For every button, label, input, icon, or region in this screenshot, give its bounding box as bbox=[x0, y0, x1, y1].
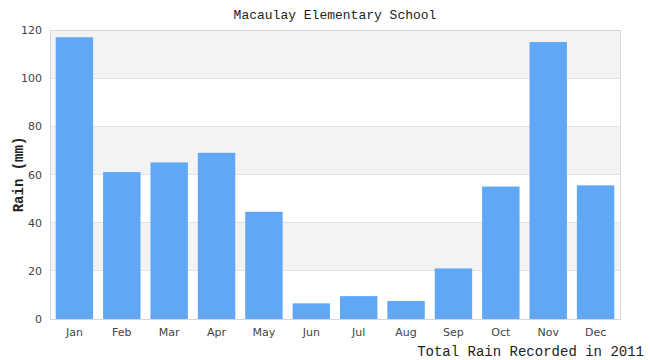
y-tick-label: 40 bbox=[28, 217, 42, 230]
y-tick: 100 bbox=[21, 72, 50, 85]
y-tick: 120 bbox=[21, 24, 50, 37]
bar bbox=[482, 187, 519, 319]
y-tick: 0 bbox=[35, 313, 50, 326]
title: Macaulay Elementary School bbox=[234, 8, 437, 23]
y-tick: 80 bbox=[28, 120, 50, 133]
plot-frame bbox=[50, 30, 620, 319]
x-tick-label: Feb bbox=[112, 326, 131, 339]
y-axis-line bbox=[50, 31, 51, 320]
y-tick-label: 100 bbox=[21, 72, 42, 85]
x-tick-label: Aug bbox=[395, 326, 416, 339]
x-tick-label: Oct bbox=[491, 326, 511, 339]
y-tick-label: 80 bbox=[28, 120, 42, 133]
x-tick: Oct bbox=[491, 319, 511, 339]
x-tick: Sep bbox=[443, 319, 464, 339]
x-tick-label: Jan bbox=[65, 326, 83, 339]
x-tick: Nov bbox=[537, 319, 559, 339]
x-axis-line bbox=[51, 319, 621, 320]
x-tick: Apr bbox=[207, 319, 227, 339]
grid-lines bbox=[50, 30, 620, 319]
x-tick: Aug bbox=[395, 319, 416, 339]
x-tick-label: Apr bbox=[207, 326, 227, 339]
bar bbox=[56, 37, 93, 319]
x-tick: Jan bbox=[65, 319, 83, 339]
y-tick-label: 120 bbox=[21, 24, 42, 37]
x-tick: Jun bbox=[302, 319, 320, 339]
x-tick-label: Jun bbox=[302, 326, 320, 339]
bar bbox=[198, 153, 235, 319]
x-axis: Jan Feb Mar Apr May Jun Jul Aug Sep Oct Nov Dec bbox=[51, 319, 621, 339]
y-tick-label: 0 bbox=[35, 313, 42, 326]
x-tick-label: Mar bbox=[159, 326, 180, 339]
plot-area: 0 20 40 60 80 100 120 Jan Feb Mar Apr May Jun Jul Aug S… bbox=[21, 24, 621, 339]
x-tick: May bbox=[253, 319, 276, 339]
x-tick-label: Nov bbox=[537, 326, 559, 339]
bar bbox=[530, 42, 567, 319]
x-tick: Dec bbox=[585, 319, 606, 339]
x-tick: Jul bbox=[351, 319, 365, 339]
x-tick-label: May bbox=[253, 326, 276, 339]
bar bbox=[150, 162, 187, 319]
bar bbox=[340, 296, 377, 319]
bar bbox=[293, 303, 330, 319]
x-tick: Feb bbox=[112, 319, 131, 339]
y-axis-title: Rain (mm) bbox=[11, 137, 27, 213]
bar bbox=[435, 268, 472, 319]
x-axis-title: Total Rain Recorded in 2011 bbox=[417, 344, 644, 360]
x-tick: Mar bbox=[159, 319, 180, 339]
y-tick-label: 20 bbox=[28, 265, 42, 278]
bar bbox=[245, 212, 282, 319]
bar bbox=[577, 185, 614, 319]
bar bbox=[103, 172, 140, 319]
y-tick-label: 60 bbox=[28, 169, 42, 182]
bar bbox=[387, 301, 424, 319]
x-tick-label: Dec bbox=[585, 326, 606, 339]
chart: 0 20 40 60 80 100 120 Jan Feb Mar Apr May Jun Jul Aug S… bbox=[0, 0, 650, 360]
plot-background bbox=[50, 30, 620, 319]
y-tick: 40 bbox=[28, 217, 50, 230]
y-tick: 60 bbox=[28, 169, 50, 182]
y-tick: 20 bbox=[28, 265, 50, 278]
x-tick-label: Jul bbox=[351, 326, 365, 339]
bars bbox=[56, 37, 615, 319]
x-tick-label: Sep bbox=[443, 326, 464, 339]
